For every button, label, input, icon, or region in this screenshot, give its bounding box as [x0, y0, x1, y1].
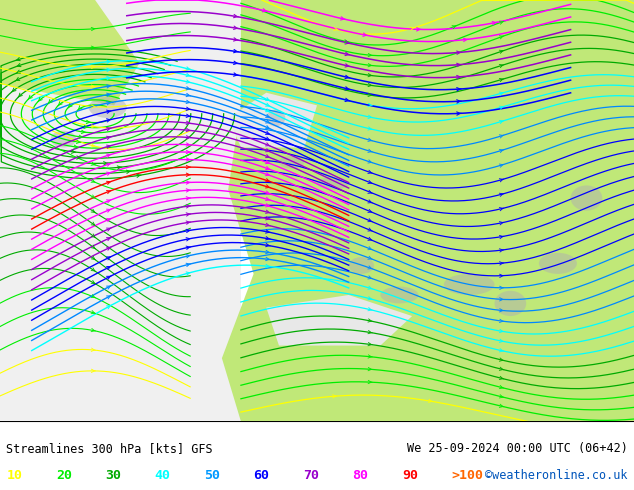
Ellipse shape — [279, 156, 304, 169]
Text: 20: 20 — [56, 469, 72, 482]
Polygon shape — [0, 0, 139, 105]
Ellipse shape — [51, 131, 76, 147]
Polygon shape — [228, 93, 317, 147]
Ellipse shape — [571, 185, 602, 211]
Ellipse shape — [539, 253, 577, 274]
Text: 90: 90 — [402, 469, 418, 482]
Text: 80: 80 — [353, 469, 368, 482]
Ellipse shape — [317, 177, 349, 190]
Text: 30: 30 — [105, 469, 121, 482]
Text: >100: >100 — [451, 469, 483, 482]
Polygon shape — [222, 0, 634, 421]
Text: Streamlines 300 hPa [kts] GFS: Streamlines 300 hPa [kts] GFS — [6, 442, 213, 455]
Text: 50: 50 — [204, 469, 220, 482]
Ellipse shape — [89, 97, 127, 118]
Ellipse shape — [266, 110, 285, 126]
Ellipse shape — [380, 287, 418, 303]
Ellipse shape — [444, 274, 495, 295]
Text: We 25-09-2024 00:00 UTC (06+42): We 25-09-2024 00:00 UTC (06+42) — [407, 442, 628, 455]
Text: 60: 60 — [254, 469, 269, 482]
Text: 70: 70 — [303, 469, 319, 482]
Text: ©weatheronline.co.uk: ©weatheronline.co.uk — [485, 469, 628, 482]
Text: 10: 10 — [6, 469, 22, 482]
Text: 40: 40 — [155, 469, 171, 482]
Ellipse shape — [349, 257, 374, 274]
Polygon shape — [266, 295, 412, 345]
Bar — [0, 0, 241, 421]
Ellipse shape — [495, 291, 526, 316]
